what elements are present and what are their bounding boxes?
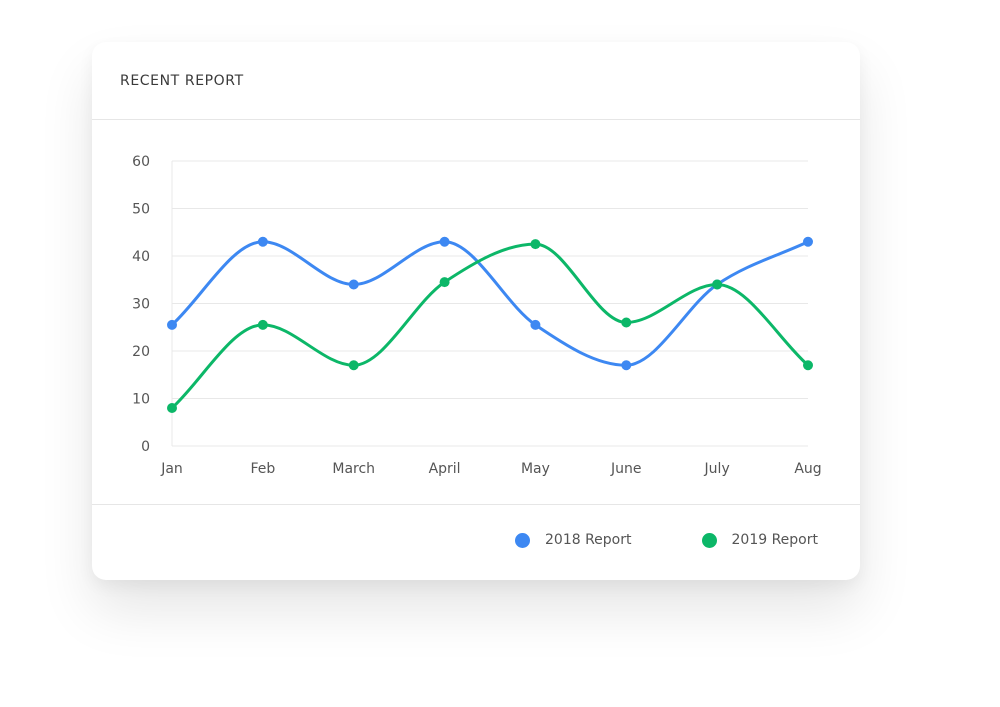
series-line-2019-report	[170, 242, 810, 410]
legend-dot	[701, 532, 717, 548]
card-footer: 2018 Report 2019 Report	[92, 504, 860, 581]
y-tick-label: 50	[132, 202, 150, 218]
data-point-2019-report	[439, 277, 450, 288]
x-tick-label: April	[429, 461, 461, 477]
x-tick-label: July	[704, 461, 730, 477]
data-point-2018-report	[621, 360, 632, 371]
data-point-2019-report	[530, 239, 541, 250]
series-line-2018-report	[170, 240, 810, 367]
chart-legend: 2018 Report 2019 Report	[445, 532, 818, 548]
data-point-2019-report	[167, 403, 177, 413]
data-point-2019-report	[257, 319, 268, 330]
x-tick-label: Aug	[794, 461, 821, 477]
card-header: RECENT REPORT	[92, 42, 860, 120]
data-point-2019-report	[712, 279, 723, 290]
card-title: RECENT REPORT	[120, 73, 244, 89]
data-point-2018-report	[439, 236, 450, 247]
data-point-2019-report	[803, 360, 813, 371]
legend-label: 2018 Report	[545, 532, 632, 548]
x-tick-label: May	[521, 461, 550, 477]
x-tick-label: Feb	[250, 461, 275, 477]
x-tick-label: June	[610, 461, 642, 477]
data-point-2019-report	[621, 317, 632, 328]
data-point-2018-report	[348, 279, 359, 290]
data-point-2018-report	[530, 319, 541, 330]
line-chart: 0 10 20 30 40 50 60 Jan Feb March April May June July…	[92, 120, 860, 504]
recent-report-card: RECENT REPORT 0 10 20 30 40 50 60 Jan Feb March Ap…	[92, 42, 860, 580]
legend-item-2019-report: 2019 Report	[701, 532, 819, 548]
x-tick-label: March	[332, 461, 375, 477]
y-tick-label: 60	[132, 154, 150, 170]
data-point-2019-report	[348, 360, 359, 371]
y-tick-label: 30	[132, 297, 150, 313]
y-tick-label: 0	[141, 439, 150, 455]
x-tick-label: Jan	[160, 461, 183, 477]
y-tick-label: 40	[132, 249, 150, 265]
y-tick-label: 20	[132, 344, 150, 360]
data-point-2018-report	[167, 319, 177, 330]
legend-item-2018-report: 2018 Report	[515, 532, 632, 548]
chart-svg: 0 10 20 30 40 50 60 Jan Feb March April May June July…	[132, 154, 822, 477]
legend-label: 2019 Report	[731, 532, 819, 548]
legend-dot	[515, 532, 530, 548]
data-point-2018-report	[803, 236, 813, 247]
data-point-2018-report	[257, 236, 268, 247]
y-tick-label: 10	[132, 392, 150, 408]
